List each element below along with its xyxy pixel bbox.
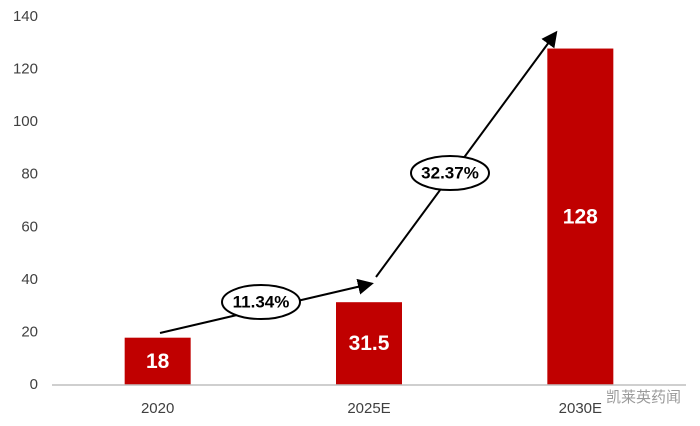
x-tick-label: 2020 (141, 400, 174, 417)
watermark: 凯莱英药闻 (606, 388, 681, 406)
x-tick-label: 2025E (347, 400, 390, 417)
bar (336, 302, 402, 385)
y-tick-label: 40 (21, 271, 38, 288)
annotation: 11.34% (233, 292, 290, 311)
bar (124, 337, 191, 385)
x-tick-label: 2030E (559, 400, 602, 417)
y-tick-label: 120 (13, 61, 38, 78)
y-tick-label: 60 (21, 218, 38, 235)
y-tick-label: 140 (13, 8, 38, 25)
value-label: 18 (146, 350, 170, 373)
growth-arrow (375, 30, 558, 278)
annotation: 32.37% (421, 163, 479, 182)
y-tick-label: 0 (30, 376, 38, 393)
value-label: 128 (563, 205, 598, 228)
y-tick-label: 20 (21, 323, 38, 340)
annotation-ellipse (221, 284, 301, 320)
value-label: 31.5 (349, 332, 390, 355)
annotation-ellipse (410, 155, 490, 191)
bar (547, 48, 614, 386)
y-tick-label: 80 (21, 166, 38, 183)
y-tick-label: 100 (13, 113, 38, 130)
